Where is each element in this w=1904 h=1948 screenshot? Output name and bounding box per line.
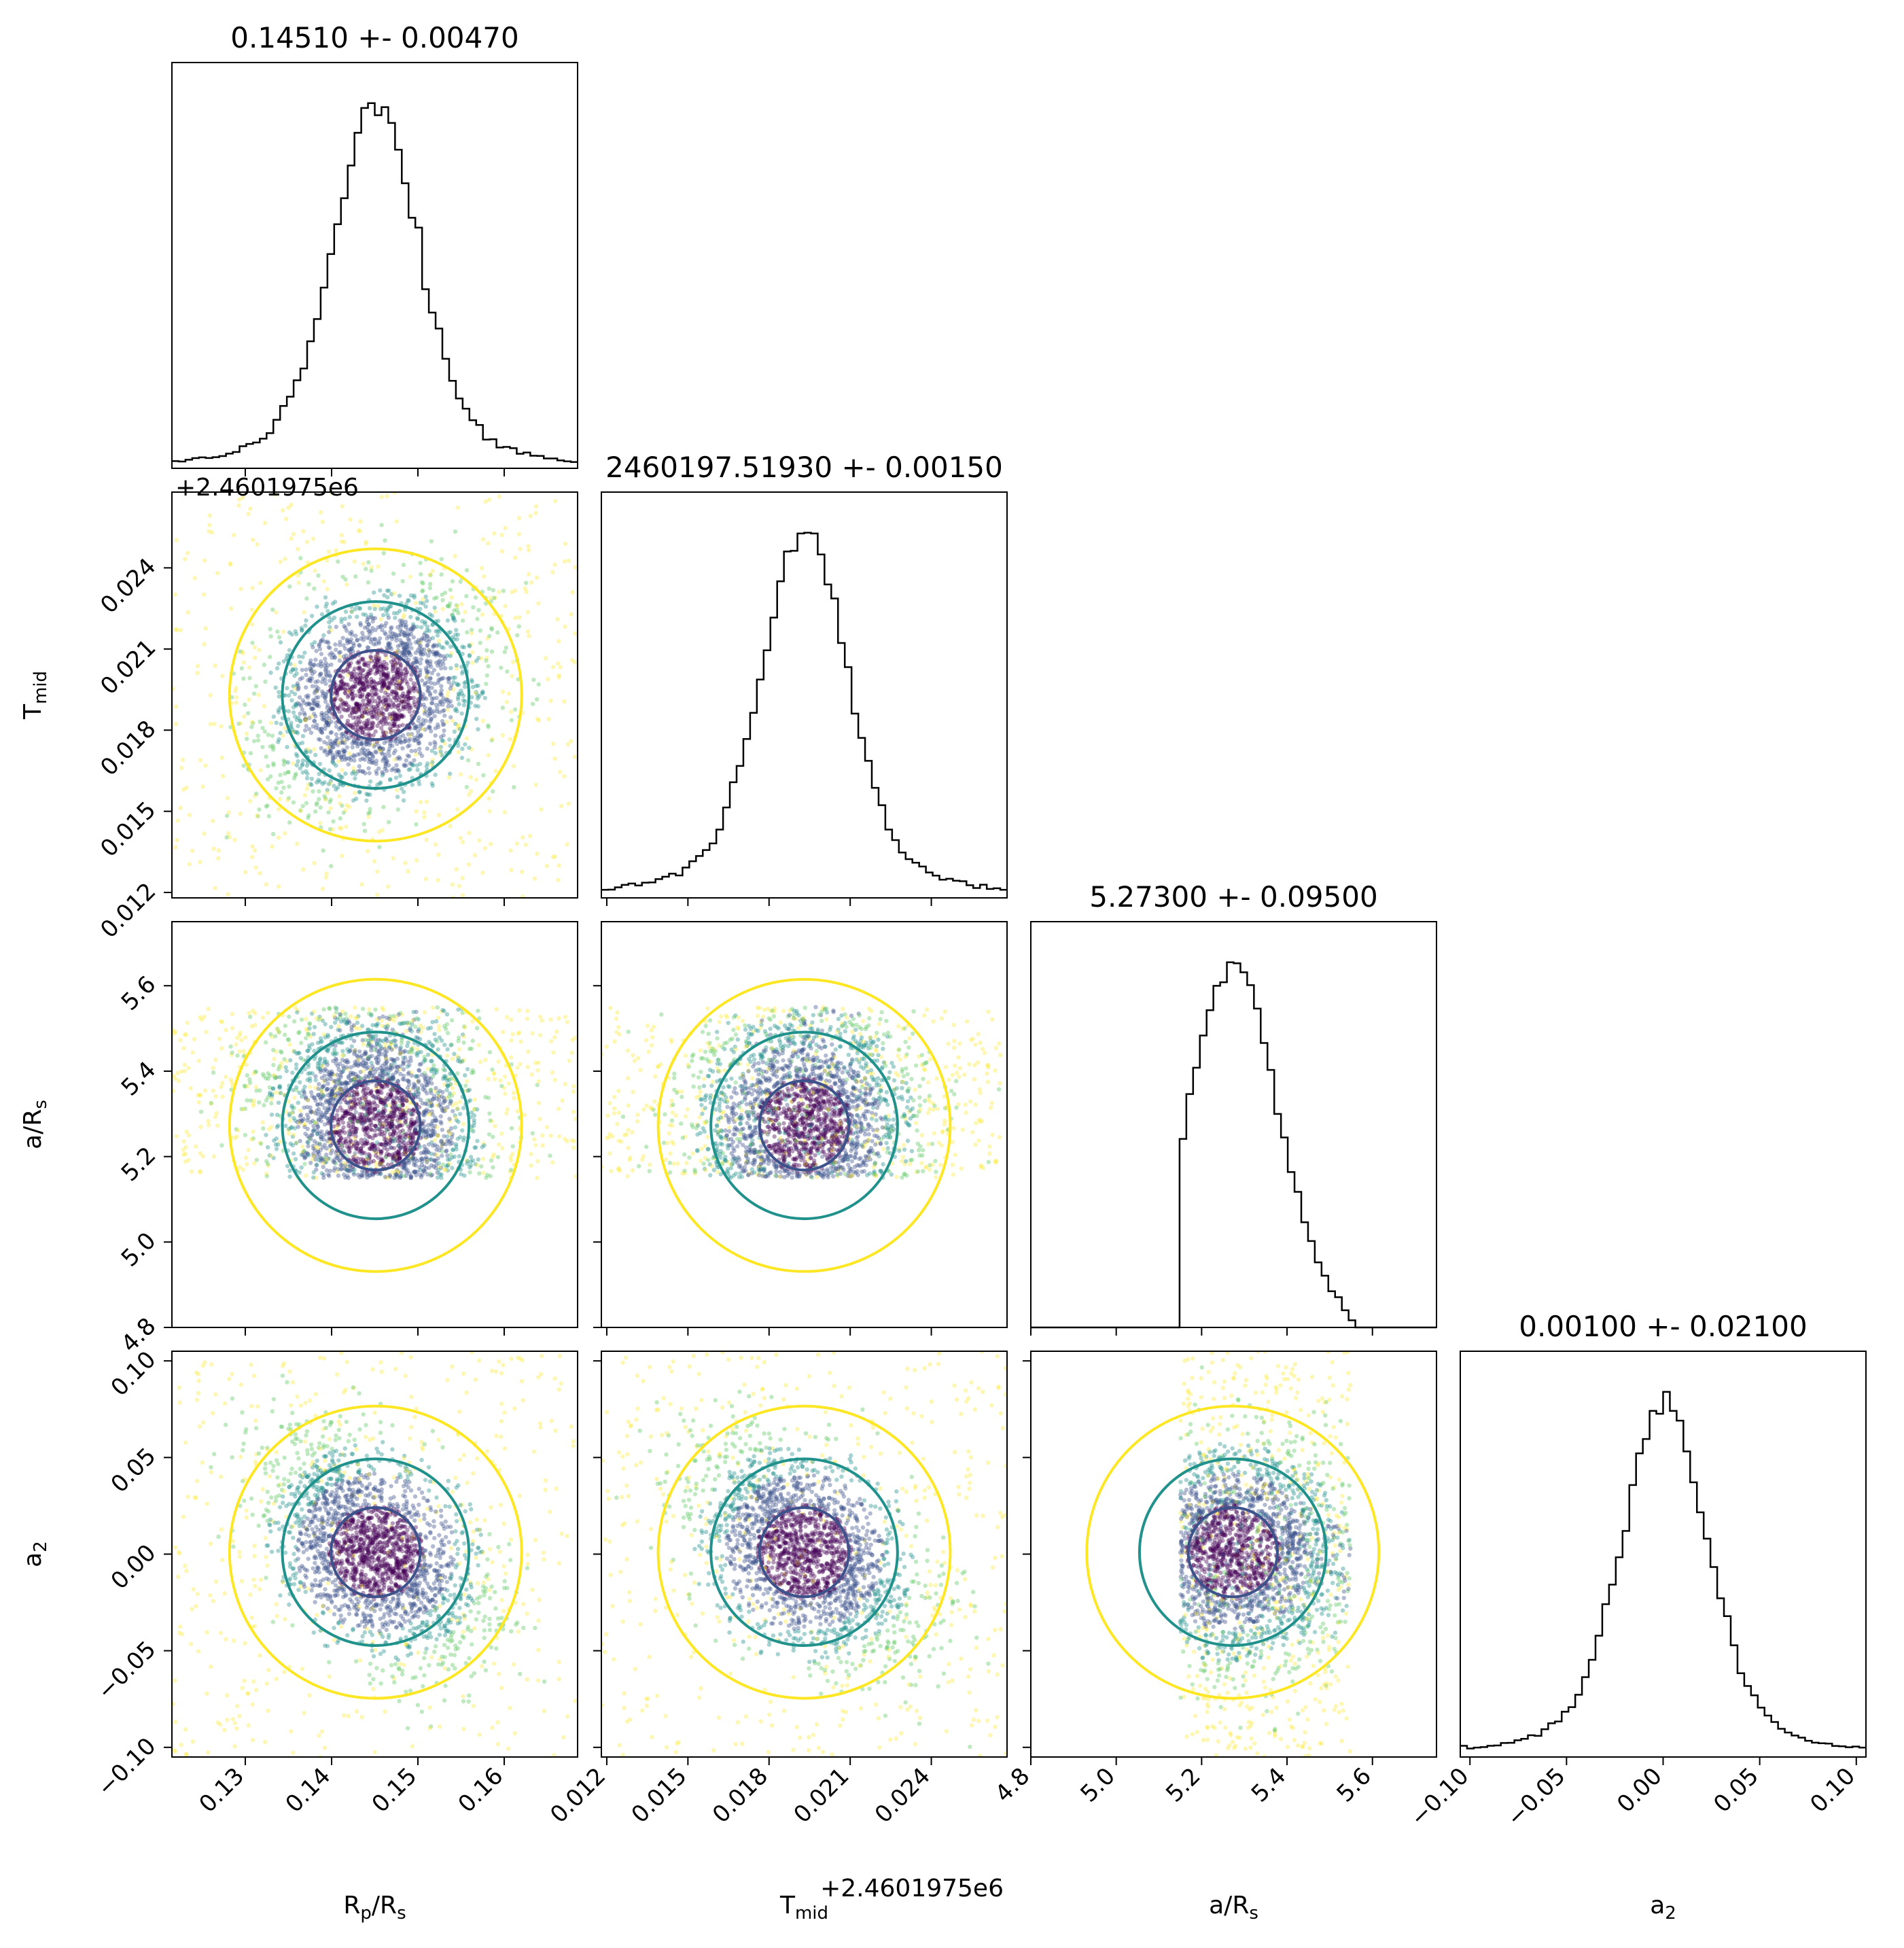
hist-frame xyxy=(171,62,578,469)
x-tick-label: 5.4 xyxy=(1246,1762,1292,1808)
x-tick-label: 0.16 xyxy=(453,1762,509,1818)
scatter-frame xyxy=(171,491,578,899)
x-axis-label: a/Rs xyxy=(1209,1892,1258,1924)
x-tick-label: 5.6 xyxy=(1332,1762,1377,1808)
histogram-step-line xyxy=(1031,961,1436,1329)
scatter-panel-2-1 xyxy=(593,921,1008,1336)
y-tick-label: 0.05 xyxy=(106,1442,162,1498)
hist-panel-1: 2460197.51930 +- 0.00150 xyxy=(601,451,1008,906)
x-tick-label: −0.10 xyxy=(1405,1762,1475,1832)
x-tick-label: 4.8 xyxy=(990,1762,1036,1808)
hist-frame xyxy=(601,491,1008,899)
y-tick-label: 5.0 xyxy=(116,1227,162,1272)
histogram-step-line xyxy=(601,532,1007,891)
x-tick-label: 0.012 xyxy=(545,1762,611,1828)
histogram-step-line xyxy=(172,102,578,463)
hist-panel-2: 5.27300 +- 0.09500 xyxy=(1030,880,1437,1336)
x-tick-label: 0.14 xyxy=(281,1762,336,1818)
contour-mid xyxy=(281,1030,471,1221)
x-axis-label: Rp/Rs xyxy=(343,1892,406,1924)
scatter-panel-1-0 xyxy=(164,491,578,906)
hist-title: 2460197.51930 +- 0.00150 xyxy=(605,451,1003,484)
hist-title: 0.00100 +- 0.02100 xyxy=(1519,1310,1807,1343)
scatter-points xyxy=(172,1351,578,1757)
x-axis-label: a2 xyxy=(1650,1892,1676,1924)
contour-inner xyxy=(330,1506,422,1599)
histogram-step-line xyxy=(1460,1391,1866,1750)
scatter-points xyxy=(172,977,578,1273)
y-axis-label: Tmid xyxy=(19,671,51,720)
contour-mid xyxy=(281,1457,471,1647)
contour-outer xyxy=(1085,1404,1381,1700)
y-tick-label: 0.015 xyxy=(95,797,161,863)
hist-panel-0: 0.14510 +- 0.00470 xyxy=(171,21,578,476)
contour-mid xyxy=(709,1457,899,1647)
x-tick-label: 0.024 xyxy=(870,1762,936,1828)
x-axis-label: Tmid xyxy=(779,1892,828,1924)
x-tick-label: 0.018 xyxy=(707,1762,773,1828)
contour-mid xyxy=(281,600,471,790)
scatter-panel-3-2 xyxy=(1023,1351,1437,1765)
contour-mid xyxy=(1138,1457,1328,1647)
y-tick-label: −0.05 xyxy=(92,1636,161,1705)
scatter-points xyxy=(601,1351,1007,1757)
x-tick-label: 0.00 xyxy=(1612,1762,1668,1818)
scatter-frame xyxy=(171,921,578,1328)
y-tick-label: 5.4 xyxy=(116,1056,162,1102)
y-tick-label: 5.6 xyxy=(116,971,162,1016)
hist-title: 5.27300 +- 0.09500 xyxy=(1089,880,1377,914)
contour-outer xyxy=(228,1404,523,1700)
hist-panel-3: 0.00100 +- 0.02100 xyxy=(1460,1310,1867,1765)
x-tick-label: 0.05 xyxy=(1708,1762,1764,1818)
contour-outer xyxy=(228,547,523,843)
contour-inner xyxy=(330,1079,422,1172)
x-tick-label: 0.15 xyxy=(367,1762,423,1818)
scatter-points xyxy=(1085,1351,1381,1757)
y-axis-label: a2 xyxy=(19,1541,51,1567)
y-tick-label: −0.10 xyxy=(92,1733,161,1802)
scatter-points xyxy=(601,977,1003,1273)
contour-mid xyxy=(709,1030,899,1221)
contour-outer xyxy=(656,1404,952,1700)
contour-outer xyxy=(656,977,952,1273)
scatter-frame xyxy=(601,921,1008,1328)
scatter-panel-2-0 xyxy=(164,921,578,1336)
offset-label: +2.4601975e6 xyxy=(175,474,359,502)
y-tick-label: 0.021 xyxy=(95,634,161,700)
scatter-points xyxy=(172,492,578,898)
contour-inner xyxy=(1186,1506,1279,1599)
y-tick-label: 0.10 xyxy=(106,1346,162,1402)
contour-inner xyxy=(330,648,422,742)
offset-label: +2.4601975e6 xyxy=(820,1875,1004,1902)
scatter-panel-3-1 xyxy=(593,1351,1008,1765)
x-tick-label: −0.05 xyxy=(1502,1762,1571,1832)
x-tick-label: 5.0 xyxy=(1076,1762,1121,1808)
x-tick-label: 0.13 xyxy=(194,1762,250,1818)
y-tick-label: 0.012 xyxy=(95,877,161,943)
hist-title: 0.14510 +- 0.00470 xyxy=(230,21,518,54)
scatter-panel-3-0 xyxy=(164,1351,578,1765)
contour-inner xyxy=(758,1079,851,1172)
y-tick-label: 0.00 xyxy=(106,1540,162,1595)
y-axis-label: a/Rs xyxy=(19,1100,51,1149)
y-tick-label: 0.024 xyxy=(95,553,161,619)
contour-outer xyxy=(228,977,523,1273)
hist-frame xyxy=(1030,921,1437,1328)
y-tick-label: 5.2 xyxy=(116,1142,162,1187)
y-tick-label: 0.018 xyxy=(95,715,161,781)
x-tick-label: 0.10 xyxy=(1805,1762,1861,1818)
x-tick-label: 5.2 xyxy=(1161,1762,1206,1808)
x-tick-label: 0.021 xyxy=(788,1762,854,1828)
x-tick-label: 0.015 xyxy=(627,1762,692,1828)
contour-inner xyxy=(758,1506,851,1599)
